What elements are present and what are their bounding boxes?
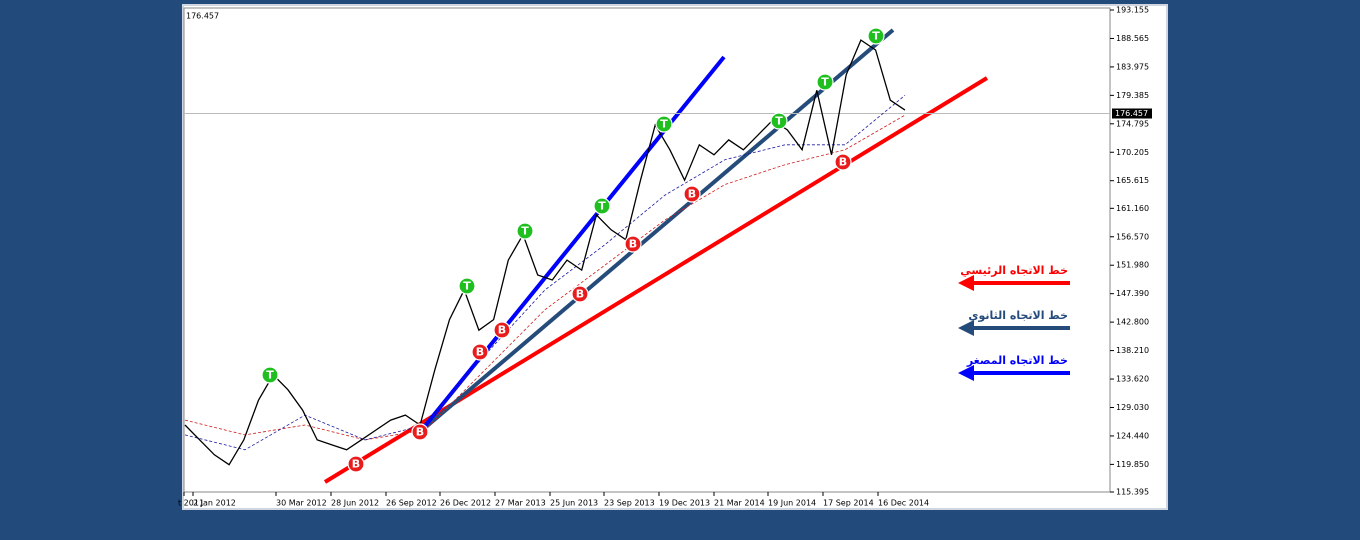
y-tick-label: 174.795 (1116, 119, 1149, 128)
y-tick-label: 156.570 (1116, 232, 1149, 241)
marker-badge (261, 366, 279, 384)
marker-badge (571, 285, 589, 303)
legend-arrowhead (958, 365, 974, 381)
marker-label: B (688, 188, 696, 201)
legend-label: خط الاتجاه الثانوي (968, 309, 1068, 322)
y-tick-label: 170.205 (1116, 148, 1149, 157)
plot-frame (183, 7, 1111, 493)
x-tick-label: 26 Dec 2012 (440, 499, 491, 508)
y-tick-label: 165.615 (1116, 176, 1149, 185)
marker-label: B (576, 288, 584, 301)
x-tick-label: 19 Jun 2014 (768, 499, 816, 508)
price-line (184, 39, 906, 466)
legend-arrowhead (958, 320, 974, 336)
y-tick-label: 142.800 (1116, 318, 1149, 327)
x-tick-label: 30 Mar 2012 (276, 499, 327, 508)
y-tick-label: 129.030 (1116, 403, 1149, 412)
marker-label: T (598, 200, 606, 213)
y-tick-label: 151.980 (1116, 261, 1149, 270)
chart-panel (182, 4, 1168, 510)
legend-label: خط الاتجاه المصغر (966, 354, 1068, 367)
marker-label: B (416, 426, 424, 439)
marker-badge (593, 197, 611, 215)
secondary-trend-line (418, 28, 895, 434)
x-tick-label: 2 Jan 2012 (193, 499, 236, 508)
marker-badge (347, 455, 365, 473)
current-price-label: 176.457 (1115, 109, 1148, 118)
marker-badge (655, 115, 673, 133)
y-tick-label: 138.210 (1116, 346, 1149, 355)
y-tick-label: 119.850 (1116, 460, 1149, 469)
x-tick-label: 27 Mar 2013 (495, 499, 546, 508)
x-tick-label: 25 Jun 2013 (550, 499, 598, 508)
marker-label: B (629, 238, 637, 251)
marker-label: T (660, 118, 668, 131)
x-tick-label: 16 Dec 2014 (878, 499, 929, 508)
marker-label: B (476, 346, 484, 359)
x-tick-label: 21 Mar 2014 (714, 499, 765, 508)
x-tick-label: 28 Jun 2012 (331, 499, 379, 508)
marker-label: T (775, 115, 783, 128)
y-tick-label: 133.620 (1116, 375, 1149, 384)
y-tick-label: 188.565 (1116, 34, 1149, 43)
marker-label: B (839, 156, 847, 169)
marker-badge (411, 423, 429, 441)
y-tick-label: 183.975 (1116, 62, 1149, 71)
marker-label: T (872, 30, 880, 43)
marker-label: T (521, 225, 529, 238)
marker-badge (816, 73, 834, 91)
price-readout: 176.457 (186, 12, 219, 21)
marker-label: B (352, 458, 360, 471)
marker-label: T (821, 76, 829, 89)
marker-label: T (463, 280, 471, 293)
marker-label: T (266, 369, 274, 382)
marker-badge (834, 153, 852, 171)
marker-badge (770, 112, 788, 130)
moving-average (184, 114, 906, 441)
x-tick-label: 17 Sep 2014 (823, 499, 874, 508)
y-tick-label: 179.385 (1116, 91, 1149, 100)
minor-trend-line (418, 55, 726, 434)
x-tick-label: 23 Sep 2013 (604, 499, 655, 508)
legend-arrowhead (958, 275, 974, 291)
x-tick-label: t 2011 (178, 499, 204, 508)
marker-badge (867, 27, 885, 45)
marker-badge (471, 343, 489, 361)
y-tick-label: 147.390 (1116, 289, 1149, 298)
marker-badge (458, 277, 476, 295)
current-price-box (1112, 108, 1152, 119)
marker-badge (493, 321, 511, 339)
legend-label: خط الاتجاه الرئيسي (960, 264, 1068, 277)
y-tick-label: 161.160 (1116, 204, 1149, 213)
marker-badge (624, 235, 642, 253)
y-tick-label: 193.155 (1116, 6, 1149, 15)
marker-label: B (498, 324, 506, 337)
y-tick-label: 124.440 (1116, 431, 1149, 440)
x-tick-label: 26 Sep 2012 (386, 499, 437, 508)
marker-badge (516, 222, 534, 240)
marker-badge (683, 185, 701, 203)
x-tick-label: 19 Dec 2013 (659, 499, 710, 508)
y-tick-label: 115.395 (1116, 488, 1149, 497)
